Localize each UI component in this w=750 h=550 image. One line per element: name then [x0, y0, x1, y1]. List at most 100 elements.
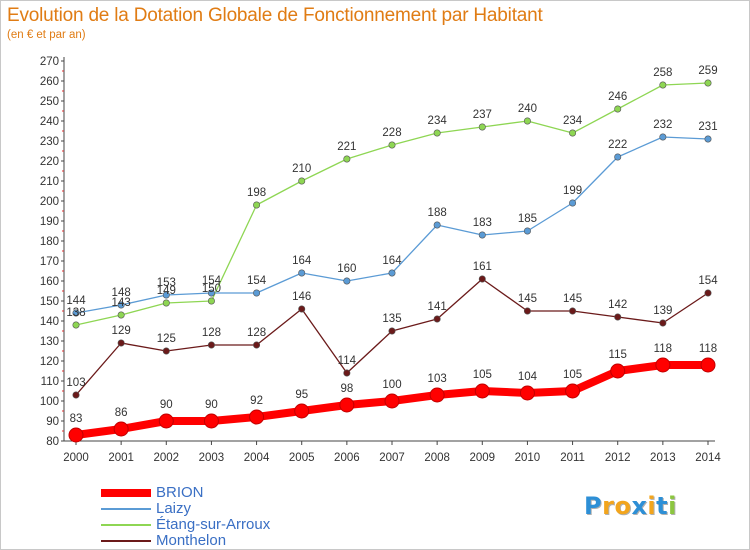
x-tick-label: 2004 — [244, 452, 270, 464]
x-tick-label: 2011 — [560, 452, 585, 464]
data-point — [704, 289, 712, 297]
data-label: 142 — [608, 299, 627, 311]
data-label: 185 — [518, 213, 537, 225]
data-point — [253, 289, 261, 297]
data-point — [474, 383, 490, 399]
data-point — [610, 363, 626, 379]
y-tick-label: 210 — [40, 176, 59, 188]
data-point — [207, 289, 215, 297]
data-label: 164 — [292, 255, 312, 267]
data-point — [659, 81, 667, 89]
data-label: 149 — [157, 285, 176, 297]
data-label: 90 — [205, 399, 218, 411]
data-label: 115 — [609, 349, 627, 361]
data-label: 232 — [653, 119, 672, 131]
chart-title: Evolution de la Dotation Globale de Fonc… — [7, 5, 543, 26]
x-tick-label: 2013 — [650, 452, 676, 464]
x-tick-label: 2008 — [424, 452, 450, 464]
data-label: 150 — [202, 283, 221, 295]
data-point — [388, 327, 396, 335]
data-label: 259 — [698, 65, 717, 77]
data-label: 234 — [428, 115, 448, 127]
data-point — [343, 155, 351, 163]
data-point — [384, 393, 400, 409]
y-tick-label: 140 — [40, 316, 59, 328]
data-label: 103 — [66, 377, 85, 389]
data-point — [162, 291, 170, 299]
y-tick-label: 90 — [46, 416, 59, 428]
data-point — [429, 387, 445, 403]
logo-letter: i — [647, 492, 657, 520]
data-point — [72, 391, 80, 399]
data-point — [704, 135, 712, 143]
logo-letter: P — [584, 492, 603, 520]
data-point — [298, 305, 306, 313]
data-label: 161 — [473, 261, 492, 273]
y-tick-label: 150 — [40, 296, 59, 308]
data-point — [249, 409, 265, 425]
data-point — [298, 269, 306, 277]
data-point — [659, 133, 667, 141]
data-label: 222 — [608, 139, 627, 151]
data-label: 105 — [563, 369, 582, 381]
y-tick-label: 230 — [40, 136, 59, 148]
data-label: 139 — [653, 305, 672, 317]
legend-label: Étang-sur-Arroux — [156, 516, 271, 533]
data-point — [433, 129, 441, 137]
data-label: 228 — [382, 127, 401, 139]
data-point — [207, 297, 215, 305]
data-label: 258 — [653, 67, 672, 79]
data-point — [565, 383, 581, 399]
data-label: 146 — [292, 291, 311, 303]
x-tick-label: 2007 — [379, 452, 405, 464]
data-label: 153 — [157, 277, 176, 289]
x-tick-label: 2001 — [108, 452, 134, 464]
data-label: 125 — [157, 333, 176, 345]
y-tick-label: 220 — [40, 156, 59, 168]
data-point — [339, 397, 355, 413]
series--tang-sur-arroux — [72, 79, 712, 329]
data-point — [523, 307, 531, 315]
series-monthelon — [72, 275, 712, 399]
data-point — [655, 357, 671, 373]
data-point — [253, 341, 261, 349]
data-label: 144 — [66, 295, 86, 307]
data-point — [158, 413, 174, 429]
data-point — [72, 309, 80, 317]
y-tick-label: 170 — [40, 256, 59, 268]
data-label: 234 — [563, 115, 583, 127]
data-point — [433, 221, 441, 229]
data-label: 160 — [337, 263, 356, 275]
x-tick-label: 2009 — [469, 452, 495, 464]
data-point — [68, 427, 84, 443]
data-point — [519, 385, 535, 401]
data-point — [569, 129, 577, 137]
data-label: 198 — [247, 187, 266, 199]
x-tick-label: 2006 — [334, 452, 360, 464]
data-label: 154 — [247, 275, 267, 287]
data-label: 129 — [112, 325, 131, 337]
data-label: 199 — [563, 185, 582, 197]
data-point — [478, 123, 486, 131]
logo-letter: o — [614, 492, 632, 520]
y-tick-label: 110 — [41, 376, 59, 388]
data-point — [388, 269, 396, 277]
data-label: 145 — [518, 293, 537, 305]
data-label: 100 — [382, 379, 401, 391]
x-tick-label: 2003 — [199, 452, 225, 464]
data-point — [433, 315, 441, 323]
logo-letter: r — [602, 492, 615, 520]
data-point — [523, 227, 531, 235]
data-label: 128 — [247, 327, 266, 339]
data-label: 135 — [382, 313, 401, 325]
data-point — [162, 347, 170, 355]
data-point — [478, 275, 486, 283]
x-tick-label: 2010 — [515, 452, 541, 464]
x-tick-label: 2012 — [605, 452, 631, 464]
data-point — [203, 413, 219, 429]
data-label: 95 — [295, 389, 308, 401]
legend-label: Monthelon — [156, 532, 227, 549]
data-label: 148 — [112, 287, 131, 299]
